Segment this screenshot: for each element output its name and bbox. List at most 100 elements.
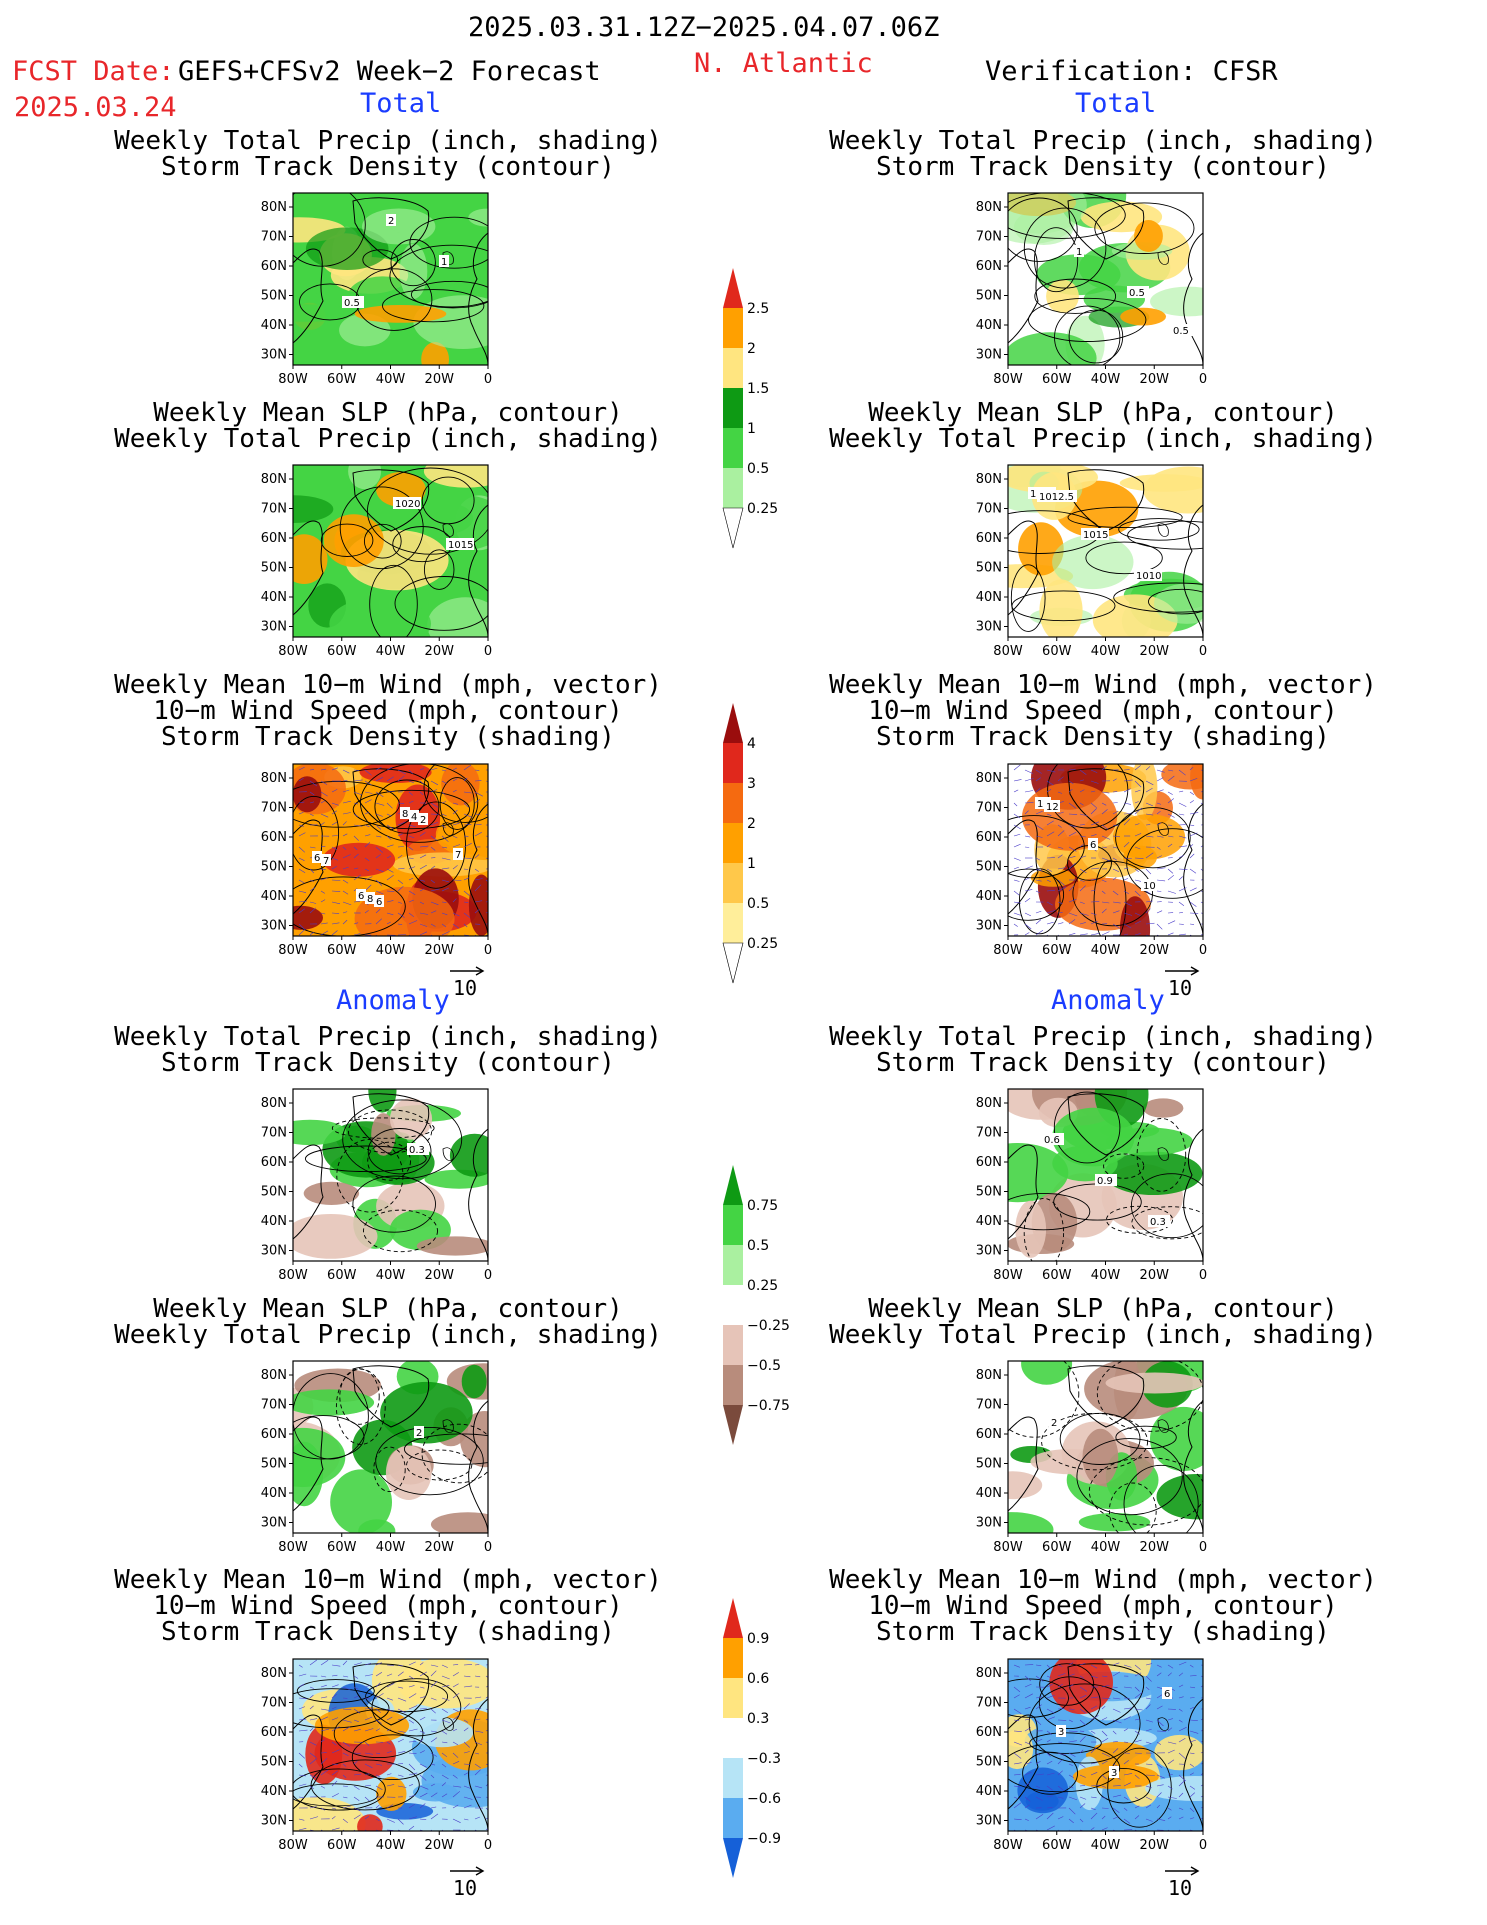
lon-tick-label: 0 — [484, 1838, 492, 1853]
colorbar-swatch — [723, 468, 743, 508]
wind-vector — [1013, 813, 1020, 819]
fc-anom-precip-map: 0.3 80N 70N 60N 50N 40N 30N 80W 60W 40W 20W 0 — [238, 1087, 513, 1295]
wind-vector — [309, 1785, 314, 1789]
contour-label-bg — [342, 296, 364, 308]
north-america-coastline — [293, 1144, 324, 1240]
wind-vector — [1024, 1771, 1032, 1776]
wind-vector — [353, 1729, 361, 1732]
contour-line — [1008, 1361, 1080, 1438]
wind-vector — [397, 912, 405, 918]
wind-vector — [430, 1792, 438, 1798]
wind-vector — [364, 834, 371, 837]
wind-vector — [320, 890, 325, 894]
wind-vector — [408, 780, 415, 784]
wind-vector — [1123, 890, 1129, 894]
wind-vector — [430, 780, 439, 786]
lon-tick-label: 0 — [484, 372, 492, 387]
shading-region — [368, 1089, 397, 1113]
wind-vector — [1145, 1697, 1152, 1700]
contour-line — [421, 1423, 488, 1484]
wind-vector — [1024, 1741, 1031, 1745]
wind-vector — [1167, 798, 1174, 804]
wind-vector — [353, 874, 361, 881]
wind-vector — [342, 901, 352, 906]
wind-vector — [1134, 780, 1142, 788]
wind-vector — [1035, 1675, 1044, 1682]
wind-vector — [1123, 1716, 1131, 1721]
wind-vector — [1167, 775, 1175, 782]
wind-vector — [1024, 1796, 1031, 1802]
wind-vector — [1090, 901, 1100, 903]
wind-vector — [331, 1717, 339, 1721]
lon-tick-label: 20W — [425, 372, 455, 387]
wind-vector — [1046, 910, 1056, 914]
wind-vector — [1145, 1785, 1152, 1789]
wind-vector — [1178, 845, 1188, 848]
contour-line — [1127, 520, 1203, 550]
wind-vector — [1024, 769, 1034, 774]
wind-vector — [452, 809, 458, 815]
wind-vector — [1200, 824, 1203, 826]
wind-vector — [320, 912, 326, 915]
shading-region — [348, 465, 382, 490]
wind-vector — [1079, 769, 1087, 775]
wind-vector — [1178, 933, 1186, 936]
wind-vector — [1024, 1683, 1032, 1688]
wind-vector — [342, 890, 349, 895]
wind-vector — [1079, 844, 1084, 848]
shading-region — [354, 305, 447, 323]
wind-vector — [364, 884, 372, 892]
wind-vector — [375, 1785, 383, 1790]
wind-vector — [1123, 1707, 1133, 1710]
fc-anom-wind-ref-label: 10 — [453, 1876, 478, 1900]
contour-label: 0.5 — [344, 298, 360, 309]
wind-vector — [419, 1738, 424, 1743]
wind-vector — [386, 1818, 395, 1823]
shading-region — [1143, 466, 1203, 514]
contour-label-bg — [1074, 245, 1084, 257]
contour-line — [1034, 227, 1079, 293]
wind-vector — [375, 846, 383, 853]
wind-vector — [298, 1729, 308, 1732]
wind-vector — [342, 780, 348, 782]
lat-tick-label: 80N — [261, 472, 287, 487]
wind-vector — [1112, 802, 1118, 804]
shading-region — [1078, 1513, 1151, 1532]
lat-tick-label: 50N — [261, 561, 287, 576]
wind-vector — [1013, 789, 1019, 793]
vf-total-wind-map: 10 6 10 12 80N 70N 60N 50N 40N 30N 80W 60W 40W 20W 0 — [953, 762, 1228, 970]
wind-vector — [474, 798, 480, 804]
wind-vector — [1090, 1762, 1098, 1765]
wind-vector — [386, 813, 392, 817]
wind-vector — [452, 879, 462, 881]
wind-vector — [397, 1671, 404, 1677]
contour-line — [1038, 1676, 1101, 1730]
wind-vector — [298, 857, 305, 861]
fc-p6-title-2: 10−m Wind Speed (mph, contour) — [153, 1591, 623, 1621]
wind-vector — [1079, 1686, 1088, 1692]
wind-vector — [1123, 818, 1131, 826]
wind-vector — [342, 1774, 347, 1779]
wind-vector — [364, 1763, 373, 1769]
europe-coastline — [468, 232, 488, 365]
wind-vector — [1101, 1827, 1108, 1831]
wind-vector — [408, 857, 414, 859]
shading-region — [293, 1441, 324, 1507]
contour-line — [410, 280, 488, 309]
wind-vector — [1145, 1818, 1153, 1822]
wind-vector — [485, 1827, 488, 1831]
wind-vector — [331, 846, 338, 851]
fc-p4-title-2: Storm Track Density (contour) — [161, 1048, 615, 1078]
wind-vector — [375, 1693, 384, 1699]
wind-vector — [1068, 813, 1078, 815]
wind-vector — [463, 1703, 470, 1710]
contour-line — [1008, 815, 1085, 879]
lat-tick-label: 60N — [261, 1725, 287, 1740]
wind-vector — [331, 789, 338, 793]
colorbar-swatch — [723, 783, 743, 823]
lat-tick-label: 40N — [261, 889, 287, 904]
wind-vector — [364, 1708, 374, 1710]
wind-vector — [1057, 1664, 1063, 1667]
shading-region — [1142, 1098, 1184, 1118]
wind-vector — [1024, 1782, 1031, 1787]
